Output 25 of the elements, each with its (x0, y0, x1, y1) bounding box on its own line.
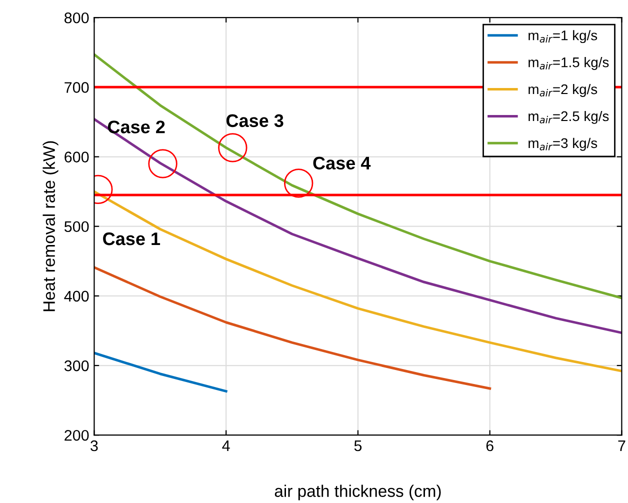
legend-label: m$_{air}$=2 kg/s (528, 84, 598, 97)
annotation: Case 3 (226, 114, 284, 128)
x-axis-title: air path thickness (cm) (274, 484, 441, 500)
x-tick-label: 6 (486, 440, 494, 452)
legend-label: m$_{air}$=1.5 kg/s (528, 57, 609, 70)
y-tick-label: 500 (64, 221, 89, 232)
line-series (94, 266, 492, 390)
y-tick-label: 400 (64, 290, 89, 302)
annotation: Case 1 (103, 232, 160, 246)
line-series (94, 53, 622, 300)
x-tick-label: 4 (222, 440, 230, 452)
annotation: Case 4 (313, 156, 371, 170)
legend-label: m$_{air}$=2.5 kg/s (528, 110, 609, 124)
y-tick-label: 200 (64, 430, 89, 441)
y-tick-label: 700 (64, 82, 89, 93)
annotation: Case 2 (108, 120, 165, 134)
x-tick-label: 3 (90, 440, 98, 452)
y-tick-label: 800 (64, 12, 89, 24)
y-axis-title: Heat removal rate (kW) (42, 141, 58, 312)
x-tick-label: 7 (618, 440, 626, 452)
y-tick-label: 600 (64, 152, 89, 162)
y-tick-label: 300 (64, 360, 89, 372)
legend-label: m$_{air}$=1 kg/s (528, 30, 598, 44)
legend-label: m$_{air}$=3 kg/s (528, 138, 598, 151)
x-tick-label: 5 (354, 440, 362, 452)
